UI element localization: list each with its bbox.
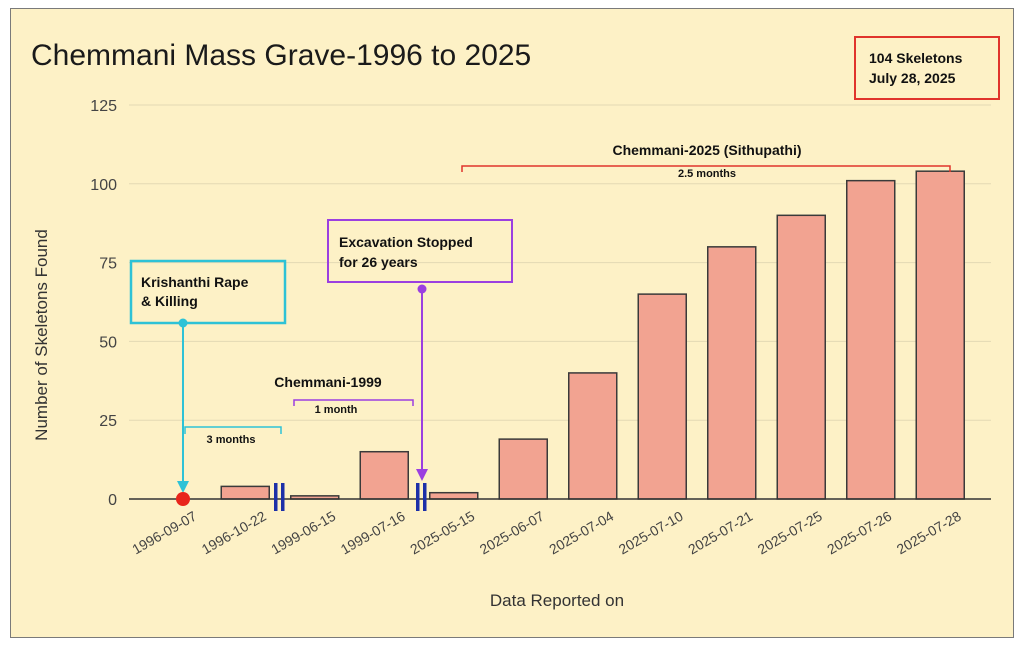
x-tick-label: 1996-09-07 xyxy=(129,508,199,558)
bar xyxy=(776,214,826,500)
x-tick-label: 2025-05-15 xyxy=(407,508,477,558)
excavation-line1: Excavation Stopped xyxy=(339,234,473,250)
axis-break-2025 xyxy=(416,483,427,511)
bar xyxy=(220,485,270,500)
x-tick-label: 2025-07-10 xyxy=(616,508,686,558)
bars xyxy=(220,170,965,500)
y-tick-label: 0 xyxy=(108,492,117,509)
summary-line2: July 28, 2025 xyxy=(869,70,956,86)
bar xyxy=(568,372,618,500)
y-tick-labels: 0 25 50 75 100 125 xyxy=(90,98,117,509)
three-months-bracket: 3 months xyxy=(184,426,282,446)
krishanthi-annotation: Krishanthi Rape & Killing xyxy=(129,259,287,506)
x-tick-label: 2025-07-28 xyxy=(894,508,964,558)
krishanthi-line1: Krishanthi Rape xyxy=(141,274,249,290)
bar xyxy=(429,491,479,500)
y-tick-label: 25 xyxy=(99,413,117,430)
bar xyxy=(498,438,548,500)
chart-title: Chemmani Mass Grave-1996 to 2025 xyxy=(31,39,531,72)
three-months-label: 3 months xyxy=(207,434,256,446)
chemmani-2025-duration: 2.5 months xyxy=(678,168,736,180)
krishanthi-data-point xyxy=(176,492,190,506)
y-tick-label: 50 xyxy=(99,334,117,351)
excavation-annotation: Excavation Stopped for 26 years xyxy=(327,219,513,481)
y-tick-label: 100 xyxy=(90,177,117,194)
x-tick-label: 2025-07-04 xyxy=(546,508,616,558)
x-tick-label: 2025-06-07 xyxy=(477,508,547,558)
bar xyxy=(359,450,409,500)
axis-break-1999 xyxy=(274,483,285,511)
x-tick-label: 1996-10-22 xyxy=(199,508,269,558)
x-tick-label: 2025-07-25 xyxy=(755,508,825,558)
excavation-line2: for 26 years xyxy=(339,254,418,270)
x-tick-label: 2025-07-21 xyxy=(685,508,755,558)
chemmani-2025-label: Chemmani-2025 (Sithupathi) xyxy=(612,142,801,158)
chemmani-1999-duration: 1 month xyxy=(315,404,358,416)
x-tick-label: 2025-07-26 xyxy=(824,508,894,558)
bar-chart: Chemmani Mass Grave-1996 to 2025 0 25 50 75… xyxy=(31,36,1000,610)
bar xyxy=(915,170,965,500)
y-tick-label: 125 xyxy=(90,98,117,115)
x-axis-label: Data Reported on xyxy=(490,591,624,610)
bar xyxy=(846,179,896,500)
chemmani-1999-label: Chemmani-1999 xyxy=(274,374,382,390)
chemmani-1999-bracket: Chemmani-1999 1 month xyxy=(274,374,414,416)
summary-box: 104 Skeletons July 28, 2025 xyxy=(854,36,1000,100)
y-tick-label: 75 xyxy=(99,256,117,273)
chart-frame: Chemmani Mass Grave-1996 to 2025 0 25 50 75… xyxy=(10,8,1014,638)
summary-line1: 104 Skeletons xyxy=(869,50,963,66)
krishanthi-line2: & Killing xyxy=(141,293,198,309)
y-axis-label: Number of Skeletons Found xyxy=(32,229,51,441)
x-tick-label: 1999-07-16 xyxy=(338,508,408,558)
x-tick-labels: 1996-09-07 1996-10-22 1999-06-15 1999-07-16… xyxy=(129,508,964,558)
chemmani-2025-bracket: Chemmani-2025 (Sithupathi) 2.5 months xyxy=(461,142,951,180)
x-tick-label: 1999-06-15 xyxy=(268,508,338,558)
bar xyxy=(637,293,687,500)
bar xyxy=(707,246,757,500)
